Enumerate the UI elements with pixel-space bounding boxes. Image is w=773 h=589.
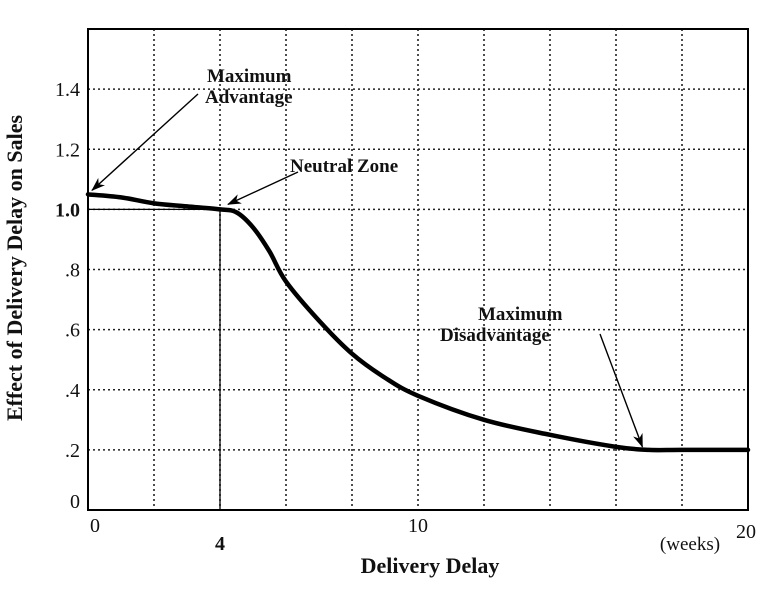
y-tick-label: 1.0 [55,199,80,221]
y-tick-label: .8 [65,260,80,282]
x-tick-label: 0 [90,515,100,537]
x-tick-label: 20 [736,521,756,543]
arrow-icon [599,333,644,448]
arrow-icon [91,93,199,192]
x-tick-labels: 0 4 10 20 [90,515,756,555]
series-line [85,192,751,453]
y-tick-label: .2 [65,440,80,462]
y-tick-label: 1.2 [55,139,80,161]
annotation-maximum-disadvantage: Disadvantage [440,325,550,346]
plot-frame [87,28,749,511]
grid [88,29,748,510]
annotation-maximum-disadvantage: Maximum [478,304,563,325]
y-axis-label: Effect of Delivery Delay on Sales [2,115,27,422]
annotation-neutral-zone: Neutral Zone [290,156,398,177]
x-axis-unit: (weeks) [660,534,720,555]
y-tick-label: .6 [65,320,80,342]
y-tick-labels: 0 .2 .4 .6 .8 1.0 1.2 1.4 [55,79,80,513]
x-tick-label: 10 [408,515,428,537]
arrow-icon [227,171,299,206]
annotation-maximum-advantage: Advantage [205,87,293,108]
x-tick-label: 4 [215,533,225,555]
x-axis-label: Delivery Delay [361,553,500,578]
y-tick-label: 1.4 [55,79,80,101]
annotation-maximum-advantage: Maximum [207,66,292,87]
y-tick-label: 0 [70,491,80,513]
y-tick-label: .4 [65,380,80,402]
